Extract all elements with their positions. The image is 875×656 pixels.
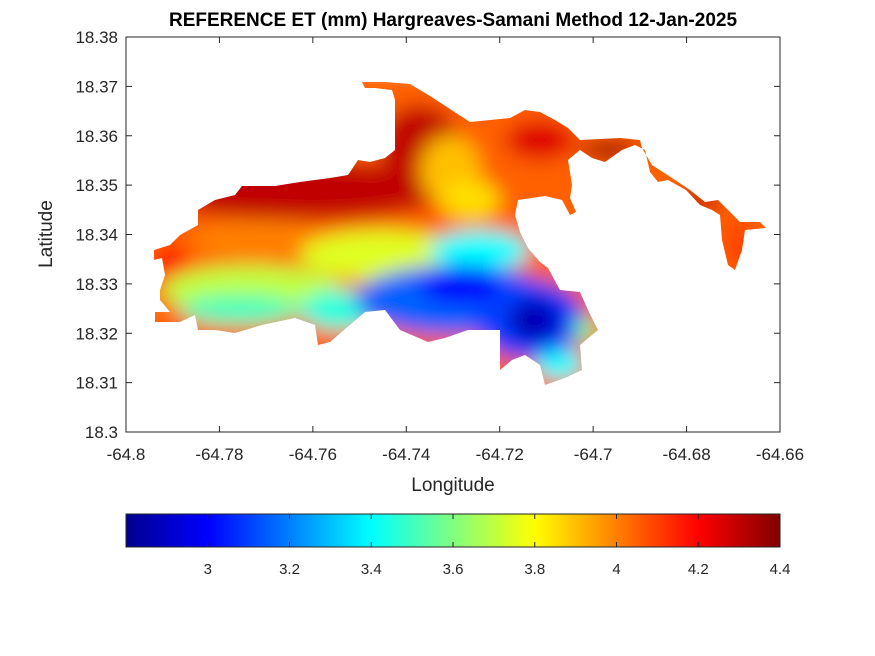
colorbar-tick-label: 3.4 (361, 561, 382, 578)
colorbar-tick-label: 4 (612, 561, 620, 578)
x-tick-label: -64.74 (382, 445, 430, 464)
field-patch (430, 230, 530, 270)
colorbar-ticks: 3 3.2 3.4 3.6 3.8 4 4.2 4.4 (204, 514, 791, 578)
y-tick-label: 18.33 (75, 275, 118, 294)
colorbar-tick-label: 3.2 (279, 561, 300, 578)
x-tick-label: -64.78 (195, 445, 243, 464)
y-tick-label: 18.3 (85, 423, 118, 442)
field-patch (180, 295, 300, 325)
chart-title: REFERENCE ET (mm) Hargreaves-Samani Meth… (169, 10, 737, 31)
x-tick-label: -64.72 (476, 445, 524, 464)
field-patch (505, 120, 575, 160)
axes: -64.8 -64.78 -64.76 -64.74 -64.72 -64.7 -64.68… (75, 28, 804, 464)
y-tick-label: 18.36 (75, 127, 118, 146)
colorbar-tick-label: 3.6 (443, 561, 464, 578)
field-patch (420, 265, 500, 305)
y-tick-label: 18.34 (75, 226, 118, 245)
y-axis-label: Latitude (36, 200, 57, 268)
y-tick-label: 18.31 (75, 374, 118, 393)
x-axis-label: Longitude (411, 475, 494, 496)
field-patch (440, 180, 500, 220)
y-tick-label: 18.37 (75, 77, 118, 96)
field-patch (190, 220, 330, 260)
x-tick-label: -64.66 (756, 445, 804, 464)
x-tick-label: -64.68 (662, 445, 710, 464)
x-tick-label: -64.8 (107, 445, 146, 464)
x-tick-label: -64.76 (289, 445, 337, 464)
colorbar-tick-label: 4.4 (770, 561, 791, 578)
x-tick-label: -64.7 (574, 445, 613, 464)
field-patch (516, 308, 544, 332)
y-tick-label: 18.38 (75, 28, 118, 47)
y-tick-label: 18.32 (75, 324, 118, 343)
colorbar-tick-label: 4.2 (688, 561, 709, 578)
y-tick-label: 18.35 (75, 176, 118, 195)
colorbar (125, 513, 781, 548)
field-patch (535, 350, 585, 380)
colorbar-tick-label: 3.8 (524, 561, 545, 578)
colorbar-tick-label: 3 (204, 561, 212, 578)
